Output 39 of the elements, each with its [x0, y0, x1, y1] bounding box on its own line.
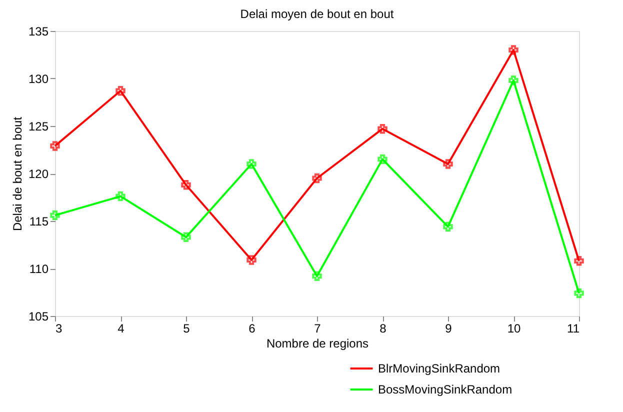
point	[508, 76, 518, 86]
point	[50, 141, 60, 151]
y-axis-title: Delai de bout en bout	[10, 116, 24, 232]
point	[246, 159, 256, 169]
point	[181, 180, 191, 190]
x-axis-title: Nombre de regions	[266, 336, 369, 350]
y-tick-label: 115	[29, 214, 49, 228]
point	[246, 255, 256, 265]
point	[116, 86, 126, 96]
x-tick-label: 9	[445, 322, 452, 336]
y-tick-label: 125	[28, 120, 49, 134]
legend-label: BlrMovingSinkRandom	[378, 362, 500, 376]
x-tick-label: 7	[314, 322, 322, 336]
x-tick-label: 5	[183, 322, 190, 336]
x-tick-label: 11	[567, 322, 580, 336]
point	[378, 124, 388, 134]
y-tick-label: 130	[28, 72, 49, 86]
point	[443, 222, 453, 232]
x-tick-label: 3	[56, 322, 62, 336]
point	[50, 210, 60, 220]
legend-label: BossMovingSinkRandom	[378, 382, 512, 396]
y-tick-label: 110	[29, 262, 49, 276]
y-tick-label: 120	[28, 167, 49, 181]
x-tick-label: 6	[248, 322, 256, 336]
point	[574, 288, 584, 298]
point	[508, 45, 518, 55]
point	[378, 154, 388, 164]
point	[312, 271, 322, 281]
point	[574, 256, 584, 266]
point	[443, 159, 453, 169]
x-tick-label: 4	[118, 322, 125, 336]
x-tick-label: 10	[507, 322, 521, 336]
point	[116, 191, 126, 202]
point	[181, 232, 191, 242]
point	[312, 173, 322, 184]
y-tick-label: 105	[28, 310, 49, 324]
chart-title: Delai moyen de bout en bout	[240, 7, 394, 21]
y-tick-label: 135	[28, 24, 49, 38]
x-tick-label: 8	[380, 322, 387, 336]
